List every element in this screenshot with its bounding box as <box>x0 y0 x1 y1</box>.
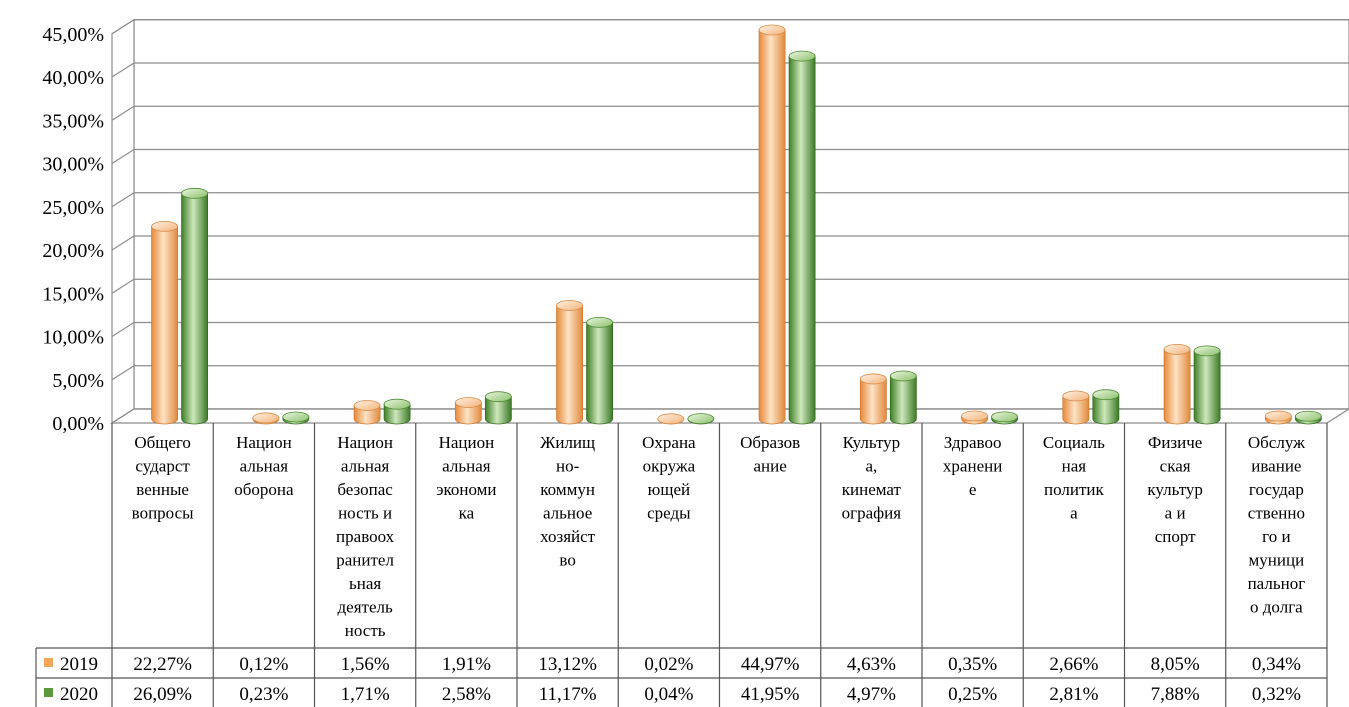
legend-marker-2019 <box>44 658 53 667</box>
y-tick-label: 30,00% <box>42 154 104 176</box>
data-label-2019: 0,34% <box>1252 654 1301 675</box>
gridline <box>111 278 1349 294</box>
bar-2020-1 <box>282 411 310 425</box>
data-label-2020: 0,32% <box>1252 684 1301 705</box>
side-wall-plane <box>111 18 135 425</box>
data-label-2019: 8,05% <box>1151 654 1200 675</box>
data-label-2020: 41,95% <box>741 684 800 705</box>
data-label-2019: 2,66% <box>1049 654 1098 675</box>
data-label-2019: 0,12% <box>239 654 288 675</box>
bar-2019-9 <box>1062 390 1090 425</box>
data-label-2020: 2,58% <box>442 684 491 705</box>
bar-2019-2 <box>353 400 381 425</box>
data-label-2020: 4,97% <box>847 684 896 705</box>
category-label: Культур а, кинемат ография <box>842 433 902 523</box>
y-tick-label: 45,00% <box>42 24 104 46</box>
y-tick-label: 35,00% <box>42 110 104 132</box>
category-label: Охрана окружа ющей среды <box>642 433 696 523</box>
category-label: Жилищ но-коммун альное хозяйст во <box>540 433 596 570</box>
category-label: Здравоо хранени е <box>943 433 1002 499</box>
bar-2019-3 <box>454 397 482 425</box>
legend-label-2020: 2020 <box>60 684 98 705</box>
bar-2020-6 <box>788 50 816 425</box>
bar-2020-4 <box>586 316 613 425</box>
bar-2019-11 <box>1264 410 1292 425</box>
y-tick-label: 0,00% <box>52 413 104 435</box>
bar-2020-11 <box>1294 410 1322 425</box>
data-label-2020: 0,25% <box>948 684 997 705</box>
bar-2020-0 <box>181 187 209 425</box>
category-label: Национ альная безопас ность и правоох ранител… <box>336 433 395 640</box>
bar-2019-7 <box>859 373 887 425</box>
category-label: Образов ание <box>740 433 800 476</box>
data-label-2019: 4,63% <box>847 654 896 675</box>
y-tick-label: 20,00% <box>42 240 104 262</box>
bar-2020-7 <box>889 370 917 425</box>
bars <box>151 24 1322 425</box>
gridline <box>111 192 1349 208</box>
data-label-2020: 11,17% <box>539 684 597 705</box>
grid-lines <box>111 19 1349 424</box>
data-label-2019: 1,91% <box>442 654 491 675</box>
gridline <box>111 62 1349 78</box>
bar-2020-9 <box>1092 389 1120 425</box>
bar-2020-8 <box>991 411 1018 425</box>
back-wall <box>109 18 1349 425</box>
y-tick-label: 15,00% <box>42 283 104 305</box>
gridline <box>111 365 1349 381</box>
bar-2020-10 <box>1193 345 1221 425</box>
data-label-2019: 13,12% <box>538 654 597 675</box>
y-tick-label: 10,00% <box>42 327 104 349</box>
data-label-2020: 26,09% <box>133 684 192 705</box>
y-axis: 0,00% 5,00% 10,00% 15,00% 20,00% 25,00% 30,00%… <box>42 24 104 435</box>
bar-2019-10 <box>1163 343 1191 425</box>
category-label: Физиче ская культур а и спорт <box>1147 433 1203 546</box>
data-label-2019: 44,97% <box>741 654 800 675</box>
category-label: Общего сударст венные вопросы <box>132 433 194 523</box>
category-label: Национ альная экономи ка <box>436 433 496 523</box>
bar-2019-8 <box>961 410 988 425</box>
category-label: Обслуж ивание государ ственно го и муници паль… <box>1248 433 1306 617</box>
bar-2019-4 <box>556 300 583 425</box>
data-label-2020: 2,81% <box>1049 684 1098 705</box>
category-label: Национ альная оборона <box>234 433 294 499</box>
data-label-2019: 1,56% <box>341 654 390 675</box>
bar-2020-2 <box>383 398 411 425</box>
data-label-2019: 0,02% <box>644 654 693 675</box>
data-label-2019: 22,27% <box>133 654 192 675</box>
bar-2019-5 <box>657 413 685 425</box>
data-table: Общего сударст венные вопросы Национ альная об… <box>35 423 1328 707</box>
y-tick-label: 40,00% <box>42 67 104 89</box>
data-label-2020: 7,88% <box>1151 684 1200 705</box>
bar-2020-5 <box>687 413 715 425</box>
category-label: Социаль ная политик а <box>1043 433 1105 523</box>
gridline <box>111 148 1349 165</box>
bar-2019-1 <box>252 412 280 425</box>
legend-label-2019: 2019 <box>60 654 98 675</box>
y-tick-label: 25,00% <box>42 197 104 219</box>
bar-2020-3 <box>484 391 512 425</box>
data-label-2020: 1,71% <box>341 684 390 705</box>
data-label-2020: 0,23% <box>239 684 288 705</box>
data-label-2020: 0,04% <box>644 684 693 705</box>
gridline <box>111 19 1349 35</box>
data-label-2019: 0,35% <box>948 654 997 675</box>
legend-marker-2020 <box>44 688 53 697</box>
gridline <box>111 235 1349 251</box>
bar-2019-0 <box>151 220 179 425</box>
y-tick-label: 5,00% <box>52 370 104 392</box>
gridline <box>111 408 1349 424</box>
gridline <box>111 105 1349 121</box>
bar-2019-6 <box>758 24 786 425</box>
gridline <box>111 321 1349 338</box>
